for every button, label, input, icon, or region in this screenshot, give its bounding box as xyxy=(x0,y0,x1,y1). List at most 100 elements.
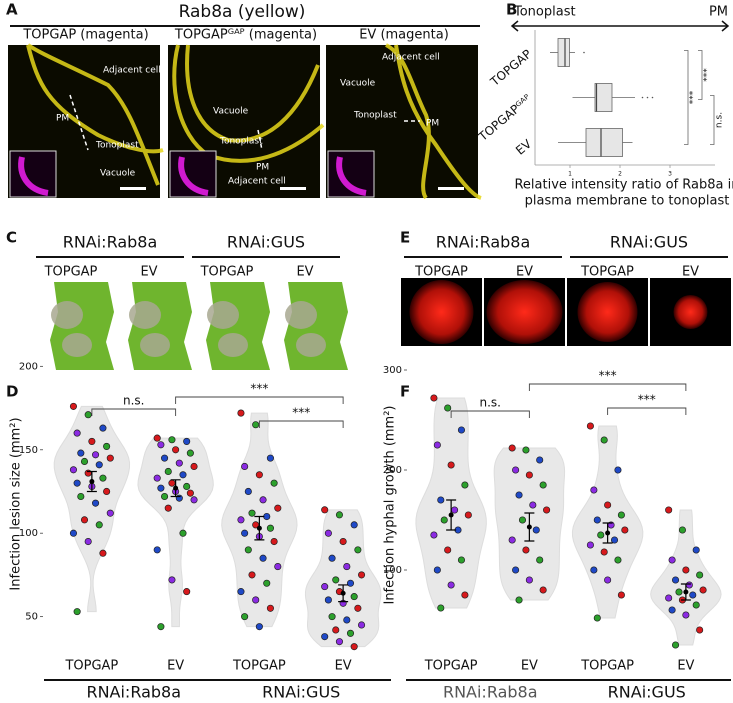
x-tick-label: TOPGAP xyxy=(580,659,634,674)
mean-point xyxy=(89,478,95,484)
lane-label: EV xyxy=(140,265,157,280)
lane-label: EV xyxy=(516,265,533,280)
x-tick-label: EV xyxy=(677,659,694,674)
inset-signal xyxy=(18,156,49,196)
data-point xyxy=(614,556,622,564)
data-point xyxy=(529,501,537,509)
data-point xyxy=(321,506,329,514)
data-point xyxy=(332,626,340,634)
data-point xyxy=(692,546,700,554)
data-point xyxy=(464,511,472,519)
membrane-signal xyxy=(384,43,482,200)
significance-label: *** xyxy=(638,393,656,407)
x-tick-label: TOPGAP xyxy=(232,659,286,674)
data-point xyxy=(357,621,366,629)
data-point xyxy=(237,588,245,596)
data-point xyxy=(346,629,355,637)
data-point xyxy=(604,576,612,584)
data-point xyxy=(328,554,336,562)
x-tick-label: EV xyxy=(335,659,352,674)
data-point xyxy=(444,404,452,412)
image-label: Vacuole xyxy=(213,107,249,117)
data-point xyxy=(237,409,245,417)
data-point xyxy=(539,481,547,489)
data-point xyxy=(161,454,169,462)
data-point xyxy=(244,546,252,554)
data-point xyxy=(440,516,448,524)
y-axis-label: Infection lesion size (mm²) xyxy=(9,417,24,590)
data-point xyxy=(522,546,530,554)
data-point xyxy=(671,641,680,649)
mean-point xyxy=(683,589,689,595)
data-point xyxy=(324,529,332,537)
x-tick-label: TOPGAP xyxy=(64,659,118,674)
data-point xyxy=(153,546,161,554)
data-point xyxy=(157,623,165,631)
direction-arrow xyxy=(510,20,730,32)
image-label: PM xyxy=(56,114,69,124)
data-point xyxy=(539,586,547,594)
lane-label: TOPGAP xyxy=(200,265,254,280)
data-point xyxy=(274,504,282,512)
image-label: PM xyxy=(256,163,269,173)
lesion xyxy=(296,333,326,357)
hyphal-colony xyxy=(486,280,563,344)
data-point xyxy=(99,474,107,482)
data-point xyxy=(321,583,329,591)
data-point xyxy=(543,506,551,514)
lesion xyxy=(140,333,170,357)
lane-label: TOPGAP xyxy=(44,265,98,280)
significance-bracket xyxy=(710,95,715,145)
data-point xyxy=(678,526,686,534)
panel-letter: A xyxy=(6,1,18,19)
data-point xyxy=(153,474,161,482)
data-point xyxy=(586,422,594,430)
lesion xyxy=(218,333,248,357)
data-point xyxy=(433,566,441,574)
data-point xyxy=(244,487,252,496)
data-point xyxy=(457,556,466,564)
data-point xyxy=(241,462,249,471)
image-label: Tonoplast xyxy=(353,111,397,121)
data-point xyxy=(248,509,256,517)
lesion xyxy=(62,333,92,357)
box xyxy=(557,38,570,67)
data-point xyxy=(95,461,103,469)
image-label: Vacuole xyxy=(100,169,136,179)
data-point xyxy=(590,566,598,574)
data-point xyxy=(237,516,245,524)
data-point xyxy=(597,531,605,539)
mean-point xyxy=(256,525,262,531)
data-point xyxy=(328,613,336,621)
x-tick-label: 1 xyxy=(568,171,572,178)
data-point xyxy=(604,501,612,509)
data-point xyxy=(346,579,355,587)
data-point xyxy=(99,424,107,432)
data-point xyxy=(324,596,332,604)
image-label: Tonoplast xyxy=(95,141,139,151)
lane-label: EV xyxy=(682,265,699,280)
data-point xyxy=(335,511,343,519)
data-point xyxy=(266,604,274,612)
data-point xyxy=(525,576,533,584)
data-point xyxy=(515,491,523,499)
data-point xyxy=(84,411,92,419)
data-point xyxy=(668,556,676,564)
data-point xyxy=(614,466,622,474)
image-label: Adjacent cell xyxy=(382,53,440,63)
significance-bracket xyxy=(258,420,344,428)
data-point xyxy=(518,516,527,524)
lesion xyxy=(129,301,161,329)
data-point xyxy=(168,436,176,444)
data-point xyxy=(451,506,459,514)
significance-bracket xyxy=(528,383,687,391)
data-point xyxy=(590,486,598,494)
data-point xyxy=(92,499,100,507)
significance-bracket xyxy=(175,396,344,404)
panel-letter: F xyxy=(400,383,410,401)
lane-label: TOPGAP xyxy=(580,265,634,280)
data-point xyxy=(515,596,523,604)
data-point xyxy=(696,571,704,579)
data-point xyxy=(600,436,608,444)
x-axis-label: Relative intensity ratio of Rab8a in xyxy=(514,178,733,193)
